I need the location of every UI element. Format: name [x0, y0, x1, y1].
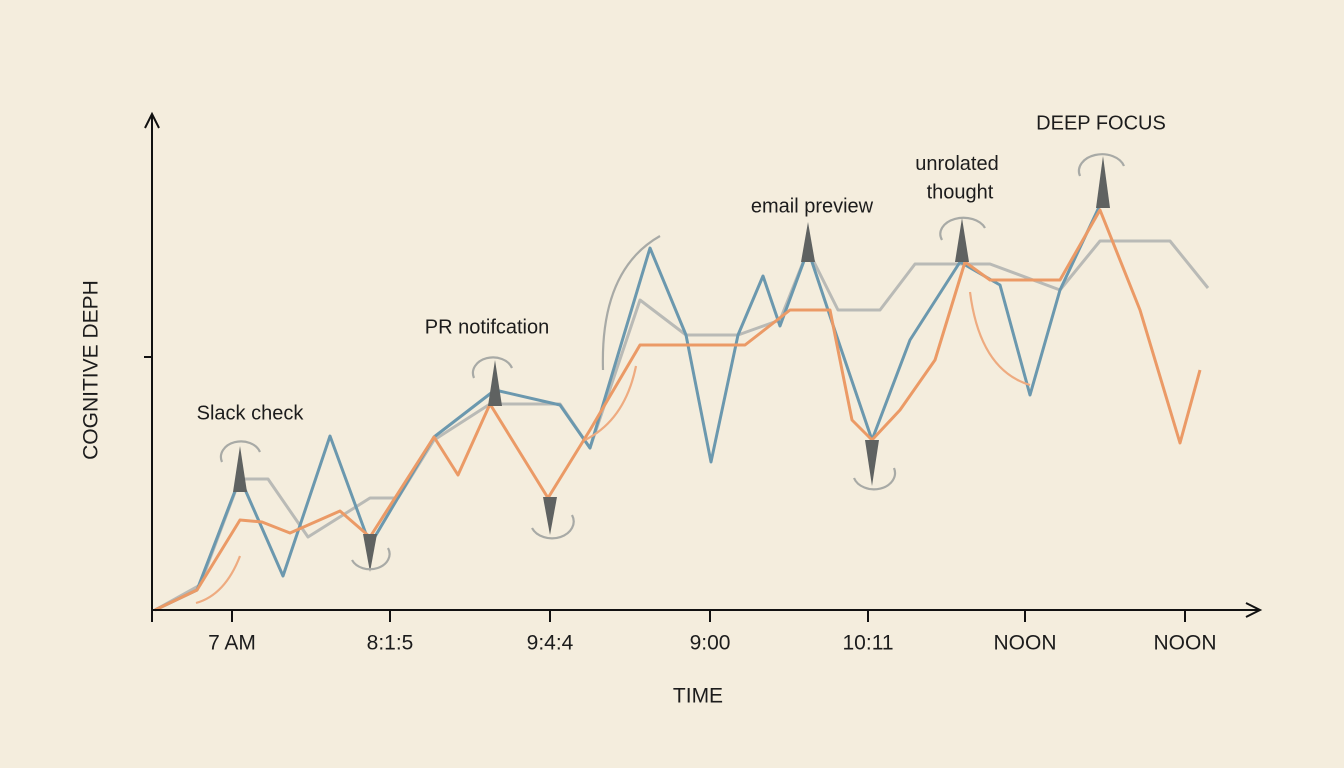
- arrow: [852, 467, 897, 491]
- marker: [1096, 156, 1110, 208]
- arrow: [531, 514, 575, 540]
- annotation: thought: [927, 181, 994, 203]
- series-line: [154, 208, 1202, 612]
- arrow: [968, 291, 1031, 387]
- marker: [233, 446, 247, 492]
- x-tick-label: 9:00: [690, 632, 731, 655]
- arrow: [195, 555, 242, 605]
- x-tick-label: 8:1:5: [367, 632, 414, 655]
- arrow: [219, 440, 262, 463]
- x-tick-label: 7 AM: [208, 632, 256, 655]
- annotation: email preview: [751, 195, 874, 217]
- arrow: [601, 235, 661, 371]
- annotation: unrolated: [915, 153, 998, 175]
- marker: [363, 534, 377, 572]
- arrow: [351, 547, 391, 571]
- marker: [801, 222, 815, 262]
- x-axis-label: TIME: [673, 685, 723, 708]
- marker: [543, 497, 557, 535]
- x-tick-label: NOON: [994, 632, 1057, 655]
- arrow: [471, 356, 514, 379]
- cycle-arrows: [219, 153, 1126, 571]
- x-tick-label: 10:11: [843, 632, 894, 655]
- arrow: [584, 365, 638, 441]
- marker: [488, 360, 502, 406]
- x-tick-label: 9:4:4: [527, 632, 574, 655]
- y-axis-label: COGNITIVE DEPH: [80, 280, 103, 460]
- annotation: PR notifcation: [425, 316, 550, 338]
- event-markers: [233, 156, 1110, 572]
- x-tick-label: NOON: [1154, 632, 1217, 655]
- marker: [865, 440, 879, 486]
- marker: [955, 218, 969, 262]
- arrow: [939, 216, 986, 241]
- annotation: DEEP FOCUS: [1036, 112, 1166, 134]
- annotation: Slack check: [197, 402, 305, 424]
- orange-arrows: [195, 291, 1031, 605]
- y-axis-arrow: [144, 111, 160, 129]
- arrow: [1077, 153, 1126, 177]
- x-axis-arrow: [1245, 602, 1263, 618]
- annotation-line: unrolated: [915, 153, 998, 175]
